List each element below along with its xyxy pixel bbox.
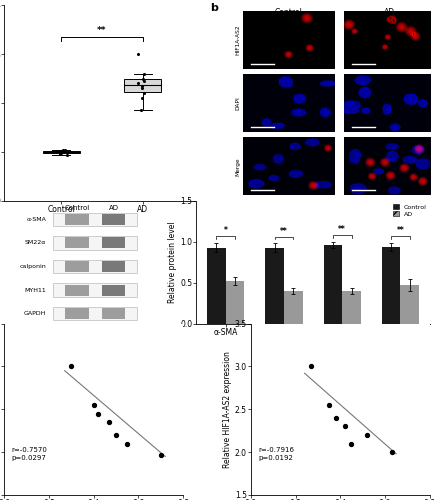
Point bbox=[95, 410, 102, 418]
Text: SM22α: SM22α bbox=[25, 240, 46, 246]
Point bbox=[364, 431, 371, 439]
Point bbox=[388, 448, 395, 456]
Text: DAPI: DAPI bbox=[236, 96, 241, 110]
Text: calponin: calponin bbox=[20, 264, 46, 269]
Text: α-SMA: α-SMA bbox=[26, 217, 46, 222]
Text: AD: AD bbox=[384, 8, 395, 17]
Point bbox=[112, 431, 119, 439]
Point bbox=[141, 77, 148, 85]
Bar bbox=[243, 138, 334, 195]
Point bbox=[138, 82, 145, 90]
Bar bbox=[65, 284, 89, 296]
Text: Merge: Merge bbox=[236, 157, 241, 176]
Point bbox=[138, 94, 145, 102]
Text: AD: AD bbox=[108, 204, 118, 210]
Point bbox=[68, 362, 75, 370]
Point bbox=[59, 148, 66, 156]
Bar bbox=[344, 74, 434, 132]
Text: **: ** bbox=[397, 226, 404, 235]
Point bbox=[58, 149, 65, 157]
Point bbox=[138, 84, 145, 92]
Point bbox=[141, 89, 148, 97]
Point bbox=[124, 440, 131, 448]
Text: b: b bbox=[210, 3, 217, 13]
Bar bbox=[243, 74, 334, 132]
Point bbox=[55, 148, 62, 156]
Legend: Control, AD: Control, AD bbox=[393, 204, 427, 216]
Y-axis label: Relative protein level: Relative protein level bbox=[168, 222, 178, 303]
Point bbox=[63, 152, 70, 160]
Text: r=-0.7916
p=0.0192: r=-0.7916 p=0.0192 bbox=[258, 447, 294, 462]
Bar bbox=[265, 248, 284, 324]
Text: Control: Control bbox=[275, 8, 302, 17]
Point bbox=[56, 150, 63, 158]
Point bbox=[332, 414, 339, 422]
Bar bbox=[65, 308, 89, 319]
Point bbox=[326, 401, 332, 409]
Point bbox=[348, 440, 355, 448]
Bar bbox=[226, 281, 244, 324]
Bar bbox=[102, 238, 125, 248]
Bar bbox=[344, 138, 434, 195]
Bar bbox=[102, 214, 125, 225]
Bar bbox=[65, 261, 89, 272]
Text: *: * bbox=[224, 226, 228, 235]
Text: GAPDH: GAPDH bbox=[24, 311, 46, 316]
Bar bbox=[344, 10, 434, 68]
Text: **: ** bbox=[280, 227, 288, 236]
Bar bbox=[382, 246, 401, 324]
Point bbox=[90, 401, 97, 409]
Point bbox=[61, 146, 68, 154]
Bar bbox=[53, 307, 137, 320]
Bar bbox=[324, 245, 342, 324]
PathPatch shape bbox=[125, 79, 161, 92]
Point bbox=[137, 106, 144, 114]
Bar bbox=[102, 261, 125, 272]
Point bbox=[140, 70, 147, 78]
Bar bbox=[342, 291, 361, 324]
Bar bbox=[53, 284, 137, 297]
Point bbox=[134, 50, 141, 58]
Point bbox=[140, 74, 147, 82]
Point bbox=[58, 147, 65, 155]
Bar bbox=[284, 291, 302, 324]
Point bbox=[60, 146, 67, 154]
PathPatch shape bbox=[43, 150, 79, 152]
Text: **: ** bbox=[97, 26, 107, 36]
Y-axis label: Relative HIF1A-AS2 expression: Relative HIF1A-AS2 expression bbox=[223, 351, 232, 468]
Text: r=-0.7570
p=0.0297: r=-0.7570 p=0.0297 bbox=[11, 447, 47, 462]
Point bbox=[106, 418, 113, 426]
Point bbox=[308, 362, 315, 370]
Point bbox=[135, 80, 141, 88]
Bar bbox=[102, 284, 125, 296]
Bar bbox=[53, 212, 137, 226]
Bar bbox=[102, 308, 125, 319]
Bar bbox=[401, 285, 419, 324]
Point bbox=[157, 450, 164, 458]
Bar bbox=[53, 236, 137, 250]
Point bbox=[52, 146, 59, 154]
Text: Control: Control bbox=[65, 204, 90, 210]
Bar bbox=[207, 248, 226, 324]
Bar bbox=[243, 10, 334, 68]
Text: MYH11: MYH11 bbox=[25, 288, 46, 292]
Bar bbox=[65, 214, 89, 225]
Point bbox=[341, 422, 348, 430]
Bar bbox=[53, 260, 137, 274]
Text: **: ** bbox=[339, 226, 346, 234]
Text: HIF1A-AS2: HIF1A-AS2 bbox=[236, 24, 241, 55]
Bar bbox=[65, 238, 89, 248]
Point bbox=[58, 148, 65, 156]
